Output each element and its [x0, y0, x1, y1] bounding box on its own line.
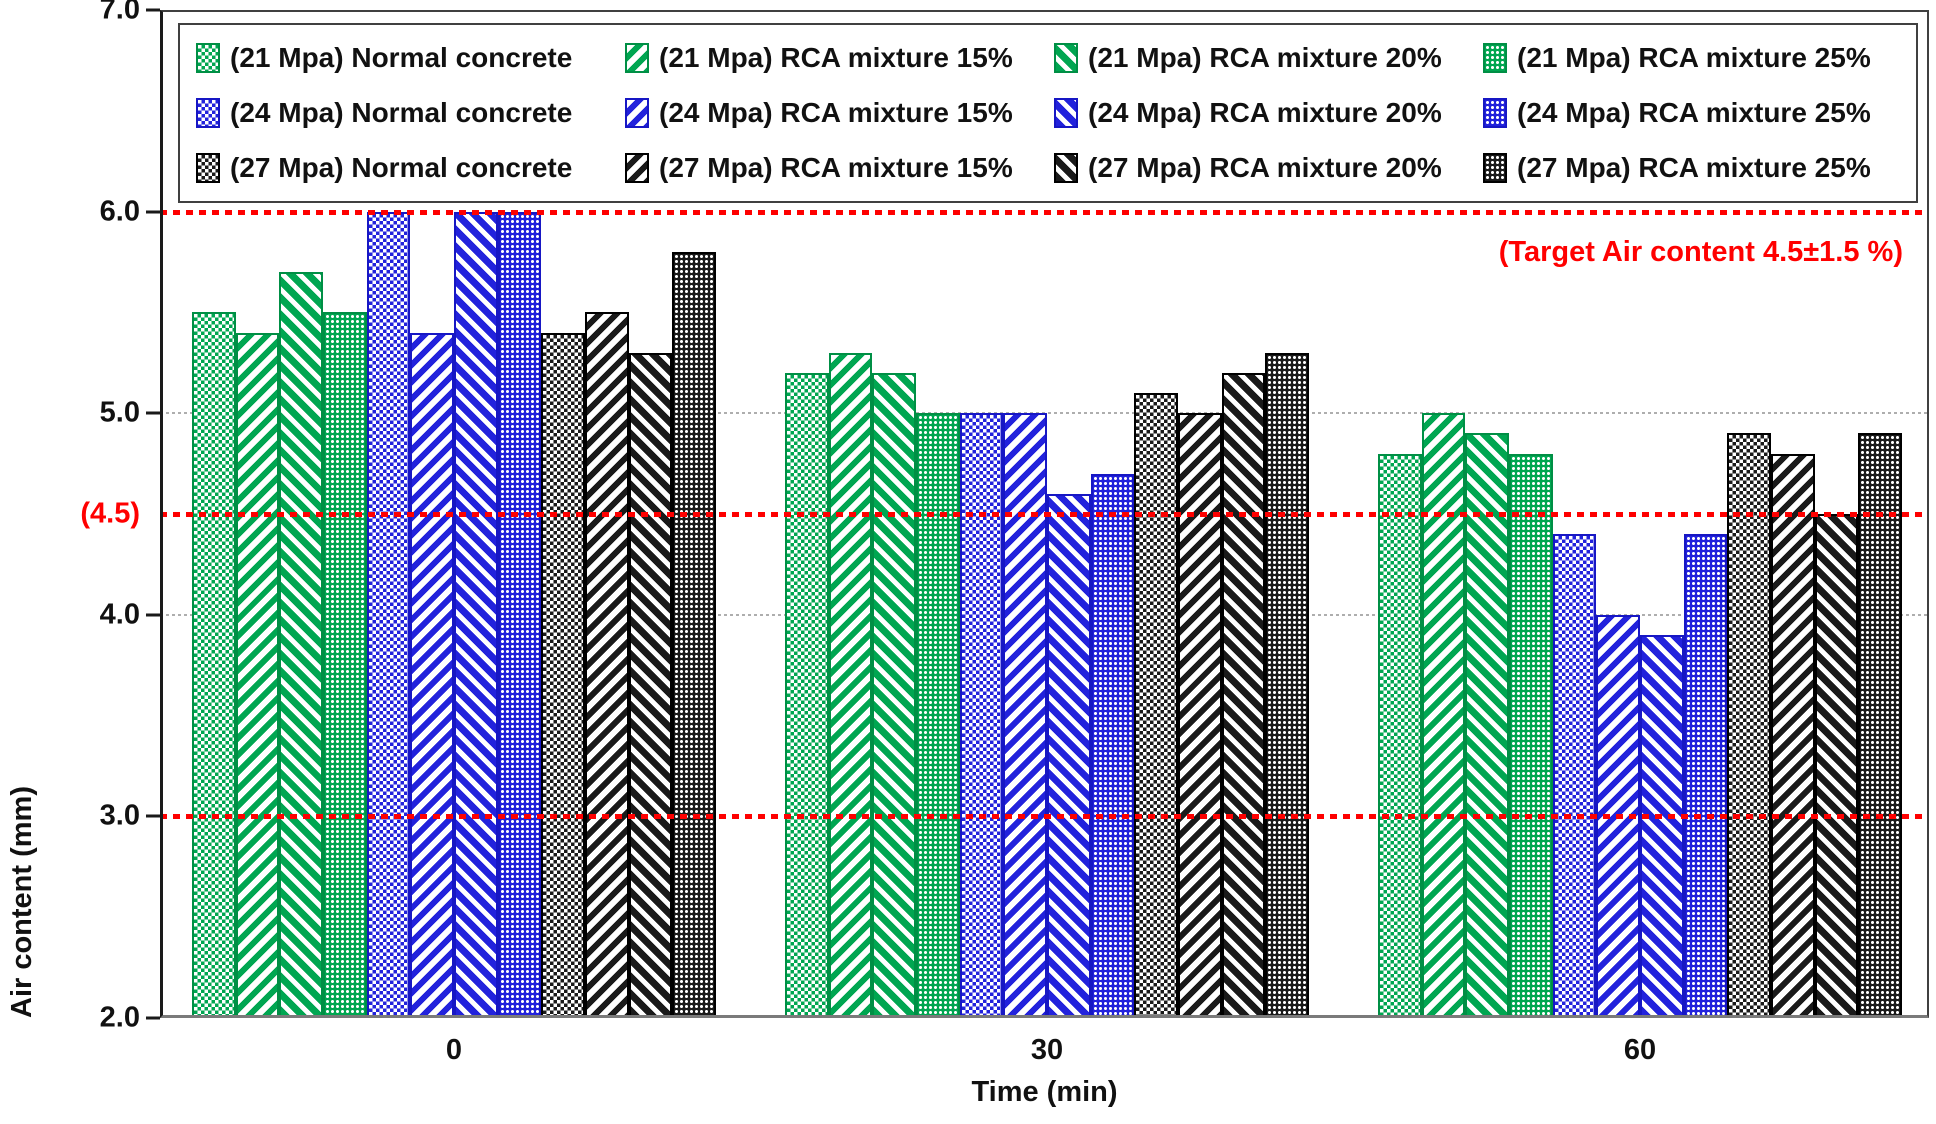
x-axis-title: Time (min): [971, 1076, 1118, 1108]
bar-21mpa-rca15-30min: [828, 352, 873, 1018]
legend-swatch-27mpa-normal: [196, 152, 220, 183]
target-air-content-annotation: (Target Air content 4.5±1.5 %): [1498, 236, 1903, 268]
bar-21mpa-normal-60min: [1378, 453, 1422, 1018]
x-category-label-30: 30: [1030, 1034, 1064, 1066]
bar-24mpa-rca15-0min: [410, 332, 455, 1018]
bar-27mpa-rca15-60min: [1771, 453, 1815, 1018]
y-tick-mark-3: [146, 814, 160, 818]
y-tick-label-3: 3.0: [99, 799, 140, 832]
legend-swatch-24mpa-rca25: [1483, 97, 1507, 128]
y-tick-mark-4: [146, 613, 160, 617]
legend-swatch-24mpa-normal: [196, 97, 220, 128]
target-reference-line-3.0: [160, 814, 1929, 820]
y-tick-mark-5: [146, 411, 160, 415]
legend-item-21mpa-rca20: (21 Mpa) RCA mixture 20%: [1054, 42, 1483, 74]
y-tick-mark-7: [146, 8, 160, 12]
legend-swatch-21mpa-rca20: [1054, 43, 1078, 74]
legend-label-27mpa-rca25: (27 Mpa) RCA mixture 25%: [1517, 151, 1871, 183]
bar-24mpa-rca20-0min: [454, 211, 498, 1018]
legend-label-21mpa-rca15: (21 Mpa) RCA mixture 15%: [659, 42, 1013, 74]
legend: (21 Mpa) Normal concrete (21 Mpa) RCA mix…: [178, 23, 1918, 203]
gridline-5.0: [160, 412, 1929, 415]
bar-27mpa-normal-0min: [541, 332, 586, 1018]
bar-21mpa-rca25-30min: [916, 413, 960, 1018]
bar-27mpa-rca25-60min: [1858, 433, 1903, 1018]
legend-item-27mpa-rca20: (27 Mpa) RCA mixture 20%: [1054, 152, 1483, 184]
bar-24mpa-normal-0min: [366, 211, 411, 1018]
bar-24mpa-rca25-30min: [1090, 473, 1135, 1018]
legend-swatch-27mpa-rca20: [1054, 152, 1078, 183]
bar-27mpa-rca25-30min: [1265, 352, 1310, 1018]
bar-24mpa-rca20-60min: [1640, 634, 1684, 1018]
y-tick-mark-6: [146, 210, 160, 214]
y-tick-label-2: 2.0: [99, 1001, 140, 1034]
bar-21mpa-rca25-60min: [1509, 453, 1553, 1018]
legend-label-21mpa-normal: (21 Mpa) Normal concrete: [230, 42, 573, 74]
bar-27mpa-rca20-30min: [1221, 372, 1266, 1018]
bar-24mpa-rca20-30min: [1047, 493, 1091, 1018]
bar-21mpa-rca20-0min: [279, 272, 324, 1018]
legend-label-24mpa-rca25: (24 Mpa) RCA mixture 25%: [1517, 96, 1871, 128]
x-category-label-0: 0: [445, 1034, 463, 1066]
bar-24mpa-rca25-60min: [1683, 534, 1728, 1018]
y-tick-label-6: 6.0: [99, 195, 140, 228]
legend-item-24mpa-rca15: (24 Mpa) RCA mixture 15%: [625, 97, 1054, 129]
legend-item-21mpa-normal: (21 Mpa) Normal concrete: [196, 42, 625, 74]
bar-24mpa-rca25-0min: [497, 211, 542, 1018]
legend-item-27mpa-rca25: (27 Mpa) RCA mixture 25%: [1483, 152, 1912, 184]
x-category-label-60: 60: [1623, 1034, 1657, 1066]
legend-label-27mpa-rca15: (27 Mpa) RCA mixture 15%: [659, 151, 1013, 183]
bar-group-60min: [1378, 10, 1903, 1018]
bar-21mpa-rca15-0min: [235, 332, 280, 1018]
legend-label-24mpa-normal: (24 Mpa) Normal concrete: [230, 96, 573, 128]
legend-item-24mpa-normal: (24 Mpa) Normal concrete: [196, 97, 625, 129]
legend-item-24mpa-rca20: (24 Mpa) RCA mixture 20%: [1054, 97, 1483, 129]
legend-item-27mpa-rca15: (27 Mpa) RCA mixture 15%: [625, 152, 1054, 184]
y-tick-mark-2: [146, 1016, 160, 1020]
legend-label-24mpa-rca15: (24 Mpa) RCA mixture 15%: [659, 96, 1013, 128]
y-tick-label-4: 4.0: [99, 598, 140, 631]
bar-24mpa-normal-60min: [1552, 534, 1597, 1018]
bar-24mpa-normal-30min: [959, 413, 1004, 1018]
bar-27mpa-rca20-0min: [628, 352, 673, 1018]
target-reference-line-4.5: [160, 512, 1929, 517]
bar-27mpa-normal-30min: [1134, 393, 1179, 1018]
target-reference-line-6.0: [160, 209, 1929, 215]
legend-label-21mpa-rca25: (21 Mpa) RCA mixture 25%: [1517, 42, 1871, 74]
legend-swatch-21mpa-normal: [196, 43, 220, 74]
bar-27mpa-rca20-60min: [1814, 514, 1859, 1018]
legend-item-21mpa-rca15: (21 Mpa) RCA mixture 15%: [625, 42, 1054, 74]
legend-swatch-27mpa-rca15: [625, 152, 649, 183]
legend-swatch-21mpa-rca25: [1483, 43, 1507, 74]
legend-swatch-27mpa-rca25: [1483, 152, 1507, 183]
legend-item-27mpa-normal: (27 Mpa) Normal concrete: [196, 152, 625, 184]
bar-21mpa-normal-0min: [192, 312, 236, 1018]
bar-24mpa-rca15-30min: [1003, 413, 1048, 1018]
bar-21mpa-normal-30min: [785, 372, 829, 1018]
legend-label-27mpa-normal: (27 Mpa) Normal concrete: [230, 151, 573, 183]
plot-area: (21 Mpa) Normal concrete (21 Mpa) RCA mix…: [160, 10, 1929, 1018]
bar-21mpa-rca20-60min: [1465, 433, 1510, 1018]
bar-27mpa-rca15-0min: [585, 312, 629, 1018]
legend-item-21mpa-rca25: (21 Mpa) RCA mixture 25%: [1483, 42, 1912, 74]
bar-27mpa-rca15-30min: [1178, 413, 1222, 1018]
legend-swatch-21mpa-rca15: [625, 43, 649, 74]
y-tick-label-4.5: (4.5): [80, 497, 140, 530]
legend-label-21mpa-rca20: (21 Mpa) RCA mixture 20%: [1088, 42, 1442, 74]
y-tick-label-5: 5.0: [99, 396, 140, 429]
bar-27mpa-rca25-0min: [672, 251, 717, 1018]
legend-swatch-24mpa-rca20: [1054, 97, 1078, 128]
legend-label-24mpa-rca20: (24 Mpa) RCA mixture 20%: [1088, 96, 1442, 128]
legend-item-24mpa-rca25: (24 Mpa) RCA mixture 25%: [1483, 97, 1912, 129]
legend-swatch-24mpa-rca15: [625, 97, 649, 128]
y-tick-label-7: 7.0: [99, 0, 140, 26]
bar-21mpa-rca15-60min: [1421, 413, 1466, 1018]
bar-group-0min: [192, 10, 717, 1018]
bar-21mpa-rca20-30min: [872, 372, 917, 1018]
bar-21mpa-rca25-0min: [323, 312, 367, 1018]
legend-label-27mpa-rca20: (27 Mpa) RCA mixture 20%: [1088, 151, 1442, 183]
bar-27mpa-normal-60min: [1727, 433, 1772, 1018]
